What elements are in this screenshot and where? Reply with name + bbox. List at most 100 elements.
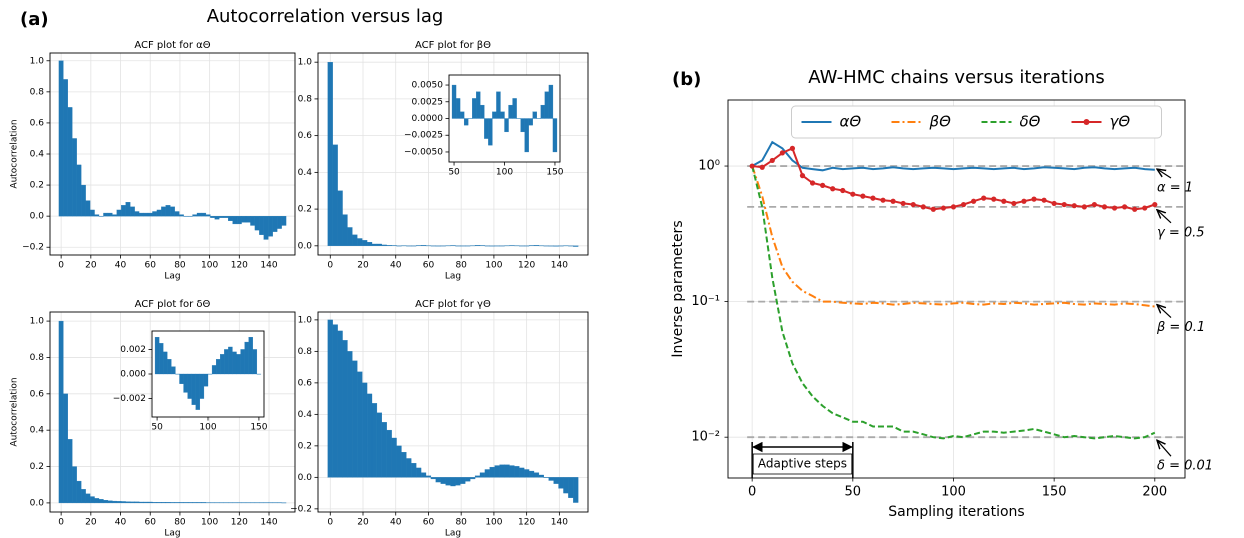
bar	[67, 439, 73, 504]
bar	[147, 212, 153, 217]
bar	[85, 200, 91, 217]
y-tick-label: 0.000	[120, 370, 146, 380]
y-tick-label: 0.8	[298, 94, 313, 104]
bar	[342, 340, 348, 478]
bar	[259, 216, 264, 235]
bar	[187, 502, 193, 504]
bar	[573, 477, 579, 503]
bar	[179, 502, 184, 504]
bar	[179, 373, 184, 384]
x-tick-label: 50	[448, 168, 460, 178]
bar	[205, 214, 211, 217]
series-marker	[1122, 204, 1128, 210]
bar	[183, 502, 189, 504]
bar	[112, 500, 117, 504]
bar	[183, 373, 188, 393]
chart-title: AW-HMC chains versus iterations	[808, 67, 1105, 88]
bar	[228, 216, 233, 221]
bar	[465, 477, 471, 482]
bar	[553, 477, 559, 484]
x-tick-label: 80	[455, 518, 467, 528]
bar	[85, 493, 91, 504]
bar	[347, 351, 353, 478]
x-tick-label: 100	[496, 168, 513, 178]
bar	[558, 477, 564, 489]
bar	[499, 464, 505, 478]
bar	[366, 241, 373, 246]
bar	[484, 469, 490, 478]
series-marker	[930, 206, 936, 212]
bar	[540, 104, 546, 119]
x-tick-label: 100	[485, 518, 502, 528]
bar	[130, 501, 135, 504]
bar	[72, 466, 77, 504]
bar	[381, 244, 387, 246]
bar	[130, 206, 135, 217]
bar	[143, 501, 149, 504]
bar	[76, 480, 82, 504]
bar	[337, 190, 343, 246]
bar	[240, 349, 245, 375]
axes-frame	[49, 311, 296, 513]
bar	[474, 245, 481, 246]
bar	[352, 360, 358, 478]
y-tick-label: −0.2	[22, 243, 44, 253]
axes-frame	[727, 99, 1186, 479]
bar	[236, 216, 242, 225]
bar	[552, 118, 558, 153]
series-marker	[910, 201, 916, 208]
bar	[459, 111, 465, 119]
chart-title: ACF plot for αΘ	[134, 40, 210, 51]
x-tick-label: 0	[327, 518, 333, 528]
bar	[158, 343, 164, 375]
x-tick-label: 20	[357, 261, 369, 271]
bar	[492, 111, 497, 119]
x-tick-label: 150	[546, 168, 563, 178]
bar	[224, 349, 229, 375]
series-marker	[840, 187, 846, 194]
series-marker	[971, 198, 977, 204]
bar	[533, 245, 540, 246]
bar	[165, 502, 171, 504]
bar	[401, 452, 407, 478]
bar	[504, 464, 510, 478]
series-marker	[860, 193, 866, 199]
y-tick-label: 10⁻²	[691, 430, 720, 445]
x-tick-label: 40	[115, 261, 127, 271]
bar	[245, 216, 251, 223]
y-tick-label: −0.0050	[404, 147, 443, 157]
x-axis-label: Lag	[445, 529, 461, 538]
x-tick-label: 100	[485, 261, 502, 271]
reference-label: γ = 0.5	[1157, 225, 1205, 240]
bar	[430, 477, 436, 480]
bar	[161, 206, 166, 217]
series-marker	[749, 163, 755, 169]
legend-label: δΘ	[1020, 113, 1041, 131]
x-tick-label: 20	[357, 518, 369, 528]
series-marker	[940, 205, 947, 211]
bar	[494, 465, 500, 478]
y-tick-label: 0.8	[298, 347, 313, 357]
series-marker	[880, 197, 886, 203]
bar	[170, 502, 175, 504]
bar	[121, 501, 126, 504]
bar	[219, 216, 224, 218]
series-marker	[1071, 203, 1077, 209]
bar	[425, 475, 432, 478]
bar	[156, 209, 162, 217]
y-axis-label: Inverse parameters	[670, 220, 686, 357]
x-tick-label: 100	[201, 518, 218, 528]
bar	[548, 84, 554, 119]
bar	[420, 472, 427, 478]
x-tick-label: 120	[231, 261, 248, 271]
bar	[520, 118, 525, 133]
series-marker	[1081, 204, 1087, 210]
bar	[514, 466, 520, 478]
series-marker	[850, 191, 856, 197]
bar	[347, 227, 353, 246]
bar	[254, 216, 260, 231]
bar	[116, 209, 122, 217]
bar	[195, 373, 201, 410]
bar	[281, 216, 287, 226]
y-tick-label: 0.002	[120, 345, 146, 355]
